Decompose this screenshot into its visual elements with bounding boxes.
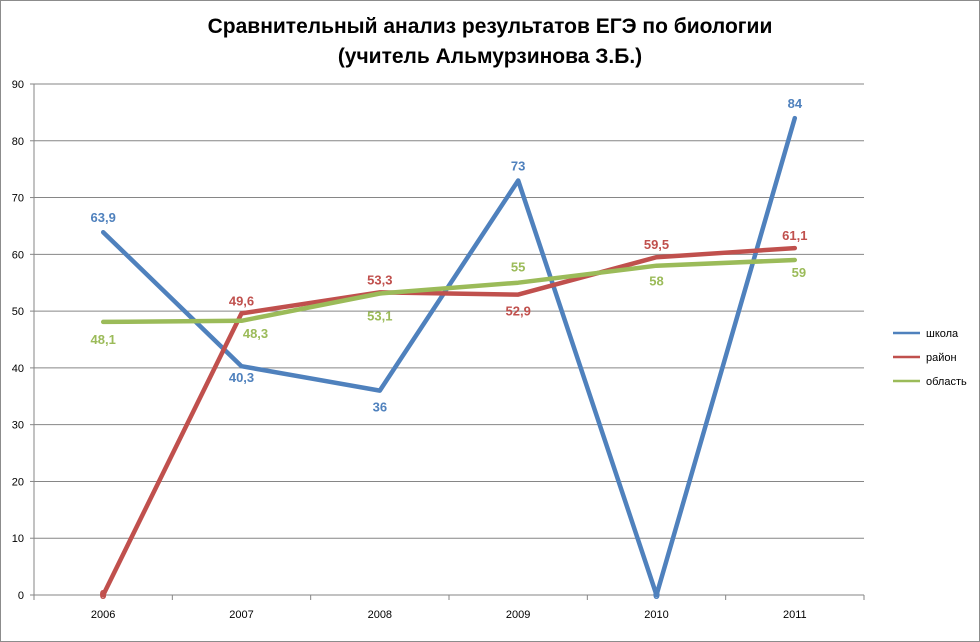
y-tick-label: 0: [18, 590, 24, 602]
data-label: 36: [373, 400, 387, 415]
data-label: 59: [792, 265, 806, 280]
x-tick-label: 2006: [91, 609, 115, 621]
data-label: 63,9: [91, 210, 116, 225]
data-label: 48,1: [91, 332, 116, 347]
legend-label: школа: [926, 328, 959, 340]
series-lines: [100, 115, 798, 598]
legend-label: область: [926, 376, 967, 388]
data-label: 49,6: [229, 293, 254, 308]
data-label: 53,1: [367, 309, 392, 324]
data-label: 53,3: [367, 272, 392, 287]
x-tick-label: 2009: [506, 609, 530, 621]
data-label: 55: [511, 260, 525, 275]
series-line-0: [100, 115, 798, 598]
y-tick-label: 80: [12, 136, 24, 148]
y-tick-label: 50: [12, 306, 24, 318]
data-labels: 63,9 40,3 36 73 0 84 0 49,6 53,3 52,9 59,5 61,1 48,1…: [91, 96, 808, 602]
data-label: 0: [653, 587, 660, 602]
y-tick-label: 90: [12, 79, 24, 91]
x-tick-label: 2007: [229, 609, 253, 621]
axes: 0 10 20 30 40 50 60 70 80 90 2006 2007 2008 2009 2010 2…: [12, 79, 865, 621]
data-label: 59,5: [644, 237, 669, 252]
x-tick-label: 2008: [368, 609, 392, 621]
y-tick-label: 10: [12, 533, 24, 545]
data-label: 73: [511, 159, 525, 174]
series-line-2: [100, 257, 798, 325]
x-tick-label: 2010: [644, 609, 668, 621]
y-tick-label: 40: [12, 363, 24, 375]
chart-title-line2: (учитель Альмурзинова З.Б.): [337, 45, 643, 68]
x-tick-label: 2011: [783, 609, 807, 621]
y-tick-label: 70: [12, 193, 24, 205]
y-tick-label: 30: [12, 420, 24, 432]
data-label: 52,9: [506, 304, 531, 319]
data-label: 40,3: [229, 370, 254, 385]
legend: школа район область: [893, 328, 967, 388]
data-label: 84: [788, 96, 803, 111]
data-label: 58: [649, 274, 663, 289]
data-label: 61,1: [782, 228, 807, 243]
y-tick-label: 20: [12, 476, 24, 488]
series-line-1: [100, 245, 798, 598]
chart-title: Сравнительный анализ результатов ЕГЭ по …: [0, 12, 980, 72]
data-label: 48,3: [243, 326, 268, 341]
legend-label: район: [926, 352, 957, 364]
chart-title-line1: Сравнительный анализ результатов ЕГЭ по …: [207, 15, 773, 38]
data-label: 0: [100, 587, 107, 602]
y-tick-label: 60: [12, 249, 24, 261]
